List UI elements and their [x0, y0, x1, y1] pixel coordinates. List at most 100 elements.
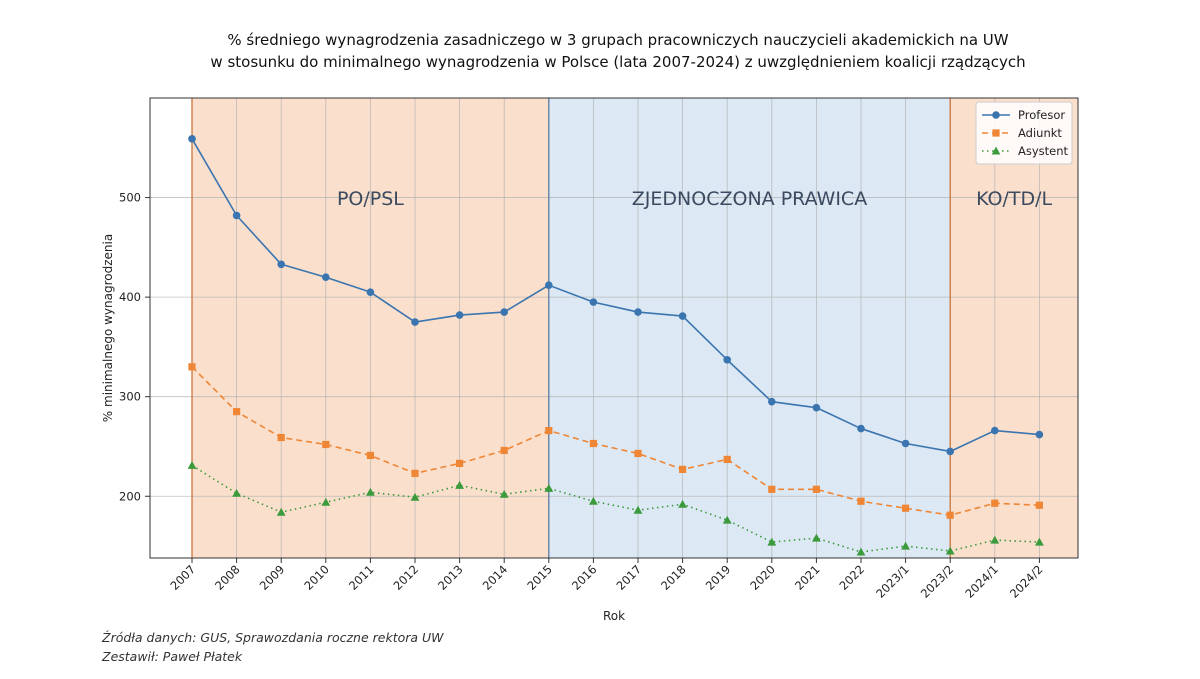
data-point-adiunkt [411, 469, 419, 477]
x-tick-label: 2016 [569, 562, 600, 593]
data-point-profesor [1035, 430, 1044, 439]
data-point-asystent [856, 547, 866, 556]
data-point-asystent [187, 461, 197, 469]
region-label-2: ZJEDNOCZONA PRAWICA [632, 188, 867, 210]
data-point-adiunkt [857, 497, 865, 505]
data-point-adiunkt [679, 465, 687, 473]
source-line: Źródła danych: GUS, Sprawozdania roczne … [101, 630, 444, 645]
data-point-profesor [812, 403, 821, 412]
coalition-regions [192, 98, 1078, 558]
data-point-adiunkt [723, 455, 731, 464]
series-profesor [188, 135, 1044, 456]
data-point-asystent [767, 537, 777, 546]
legend-box [975, 101, 1073, 165]
x-tick-label: 2008 [212, 562, 243, 593]
data-point-adiunkt [545, 426, 553, 435]
x-tick-label: 2018 [658, 562, 689, 593]
data-point-asystent [499, 489, 509, 498]
data-point-asystent [901, 541, 910, 550]
series-line-adiunkt [191, 366, 1040, 516]
data-point-asystent [366, 487, 375, 496]
region-label-1: PO/PSL [337, 188, 404, 210]
data-point-profesor [277, 260, 286, 269]
region-label-3: KO/TD/L [976, 188, 1052, 210]
data-point-asystent [321, 497, 331, 506]
data-point-asystent [722, 515, 732, 524]
data-point-adiunkt [946, 511, 954, 519]
x-axis-ticks: 2007 2008 2009 2010 2011 2012 2013 2014 2015 2016… [168, 558, 1046, 601]
data-point-profesor [188, 135, 196, 143]
data-point-asystent [1035, 537, 1044, 546]
data-point-adiunkt [589, 439, 597, 448]
data-point-asystent [812, 533, 821, 542]
data-point-adiunkt [991, 499, 999, 507]
data-point-adiunkt [902, 504, 910, 512]
data-point-adiunkt [812, 485, 820, 493]
x-tick-label: 2010 [301, 562, 332, 593]
x-tick-label: 2011 [346, 562, 377, 593]
x-tick-label: 2020 [747, 562, 778, 593]
data-point-asystent [589, 496, 598, 505]
x-tick-label: 2014 [480, 562, 511, 593]
data-point-profesor [366, 288, 375, 296]
series-asystent [187, 461, 1044, 556]
x-tick-label: 2023/2 [918, 562, 957, 601]
x-tick-label: 2019 [703, 562, 734, 593]
y-axis-label: % minimalnego wynagrodzenia [101, 234, 115, 422]
chart-title: % średniego wynagrodzenia zasadniczego w… [210, 31, 1025, 71]
data-point-adiunkt [456, 459, 464, 468]
x-tick-label: 2022 [837, 562, 868, 593]
data-point-asystent [544, 483, 554, 492]
data-point-profesor [455, 311, 464, 319]
series-adiunkt [188, 363, 1043, 519]
data-point-asystent [276, 507, 286, 516]
data-point-asystent [410, 492, 420, 501]
region-2 [548, 98, 951, 558]
legend-marker-asystent [991, 146, 1001, 155]
x-tick-label: 2024/1 [962, 562, 1001, 601]
data-point-profesor [901, 439, 910, 448]
y-tick-label: 500 [119, 191, 141, 205]
data-point-asystent [990, 535, 1000, 544]
x-tick-label: 2012 [391, 562, 422, 593]
region-3 [950, 98, 1078, 558]
x-axis-label: Rok [603, 609, 625, 623]
data-point-profesor [857, 424, 865, 433]
legend-marker-profesor [992, 111, 1000, 119]
x-tick-label: 2017 [614, 562, 645, 593]
data-point-asystent [232, 488, 241, 497]
data-point-adiunkt [500, 446, 508, 455]
data-point-adiunkt [366, 451, 374, 460]
data-series [187, 135, 1044, 556]
data-point-profesor [589, 298, 598, 306]
series-line-profesor [191, 138, 1040, 453]
x-tick-label: 2007 [168, 562, 199, 593]
plot-frame [149, 97, 1079, 559]
x-tick-label: 2024/2 [1007, 562, 1046, 601]
coalition-region-labels: PO/PSL ZJEDNOCZONA PRAWICA KO/TD/L [337, 188, 1053, 210]
data-point-adiunkt [768, 485, 776, 493]
data-point-profesor [991, 426, 999, 435]
legend: Profesor Adiunkt Asystent [975, 101, 1073, 165]
x-tick-label: 2015 [524, 562, 555, 593]
x-tick-label: 2021 [792, 562, 823, 593]
data-point-profesor [500, 308, 509, 316]
data-point-profesor [678, 312, 687, 320]
data-point-asystent [455, 480, 464, 489]
data-point-asystent [633, 505, 643, 514]
y-tick-label: 300 [119, 390, 141, 404]
x-tick-label: 2013 [435, 562, 466, 593]
author-line: Zestawił: Paweł Płatek [101, 649, 243, 664]
data-point-adiunkt [1035, 501, 1043, 509]
data-point-adiunkt [277, 433, 285, 442]
coalition-region-borders [191, 98, 951, 558]
data-point-profesor [768, 397, 776, 406]
data-point-profesor [411, 318, 419, 326]
data-point-profesor [634, 308, 642, 316]
legend-marker-adiunkt [992, 129, 1000, 137]
y-axis-ticks: 200 300 400 500 [119, 191, 150, 503]
data-point-profesor [545, 281, 553, 289]
x-tick-label: 2009 [257, 562, 288, 593]
